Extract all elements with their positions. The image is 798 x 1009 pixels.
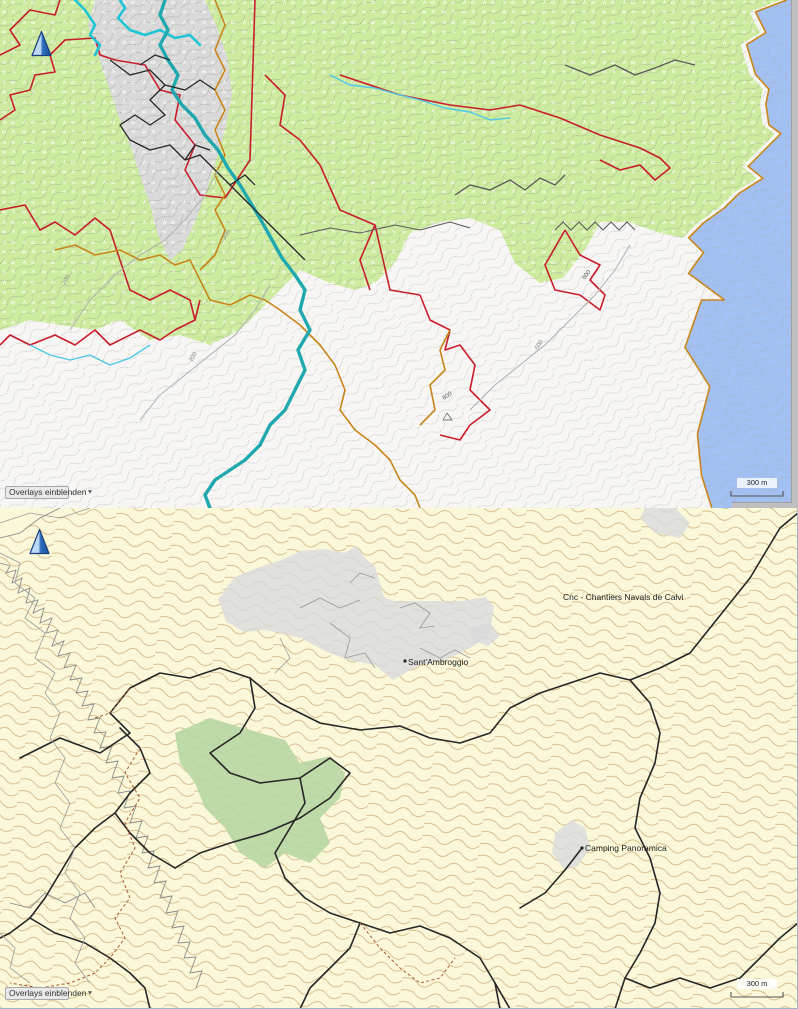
svg-text:Camping Panoramica: Camping Panoramica — [585, 843, 667, 853]
svg-text:Cnc - Chantiers Navals de Calv: Cnc - Chantiers Navals de Calvi — [563, 592, 684, 602]
svg-text:Sant'Ambroggio: Sant'Ambroggio — [408, 657, 468, 667]
